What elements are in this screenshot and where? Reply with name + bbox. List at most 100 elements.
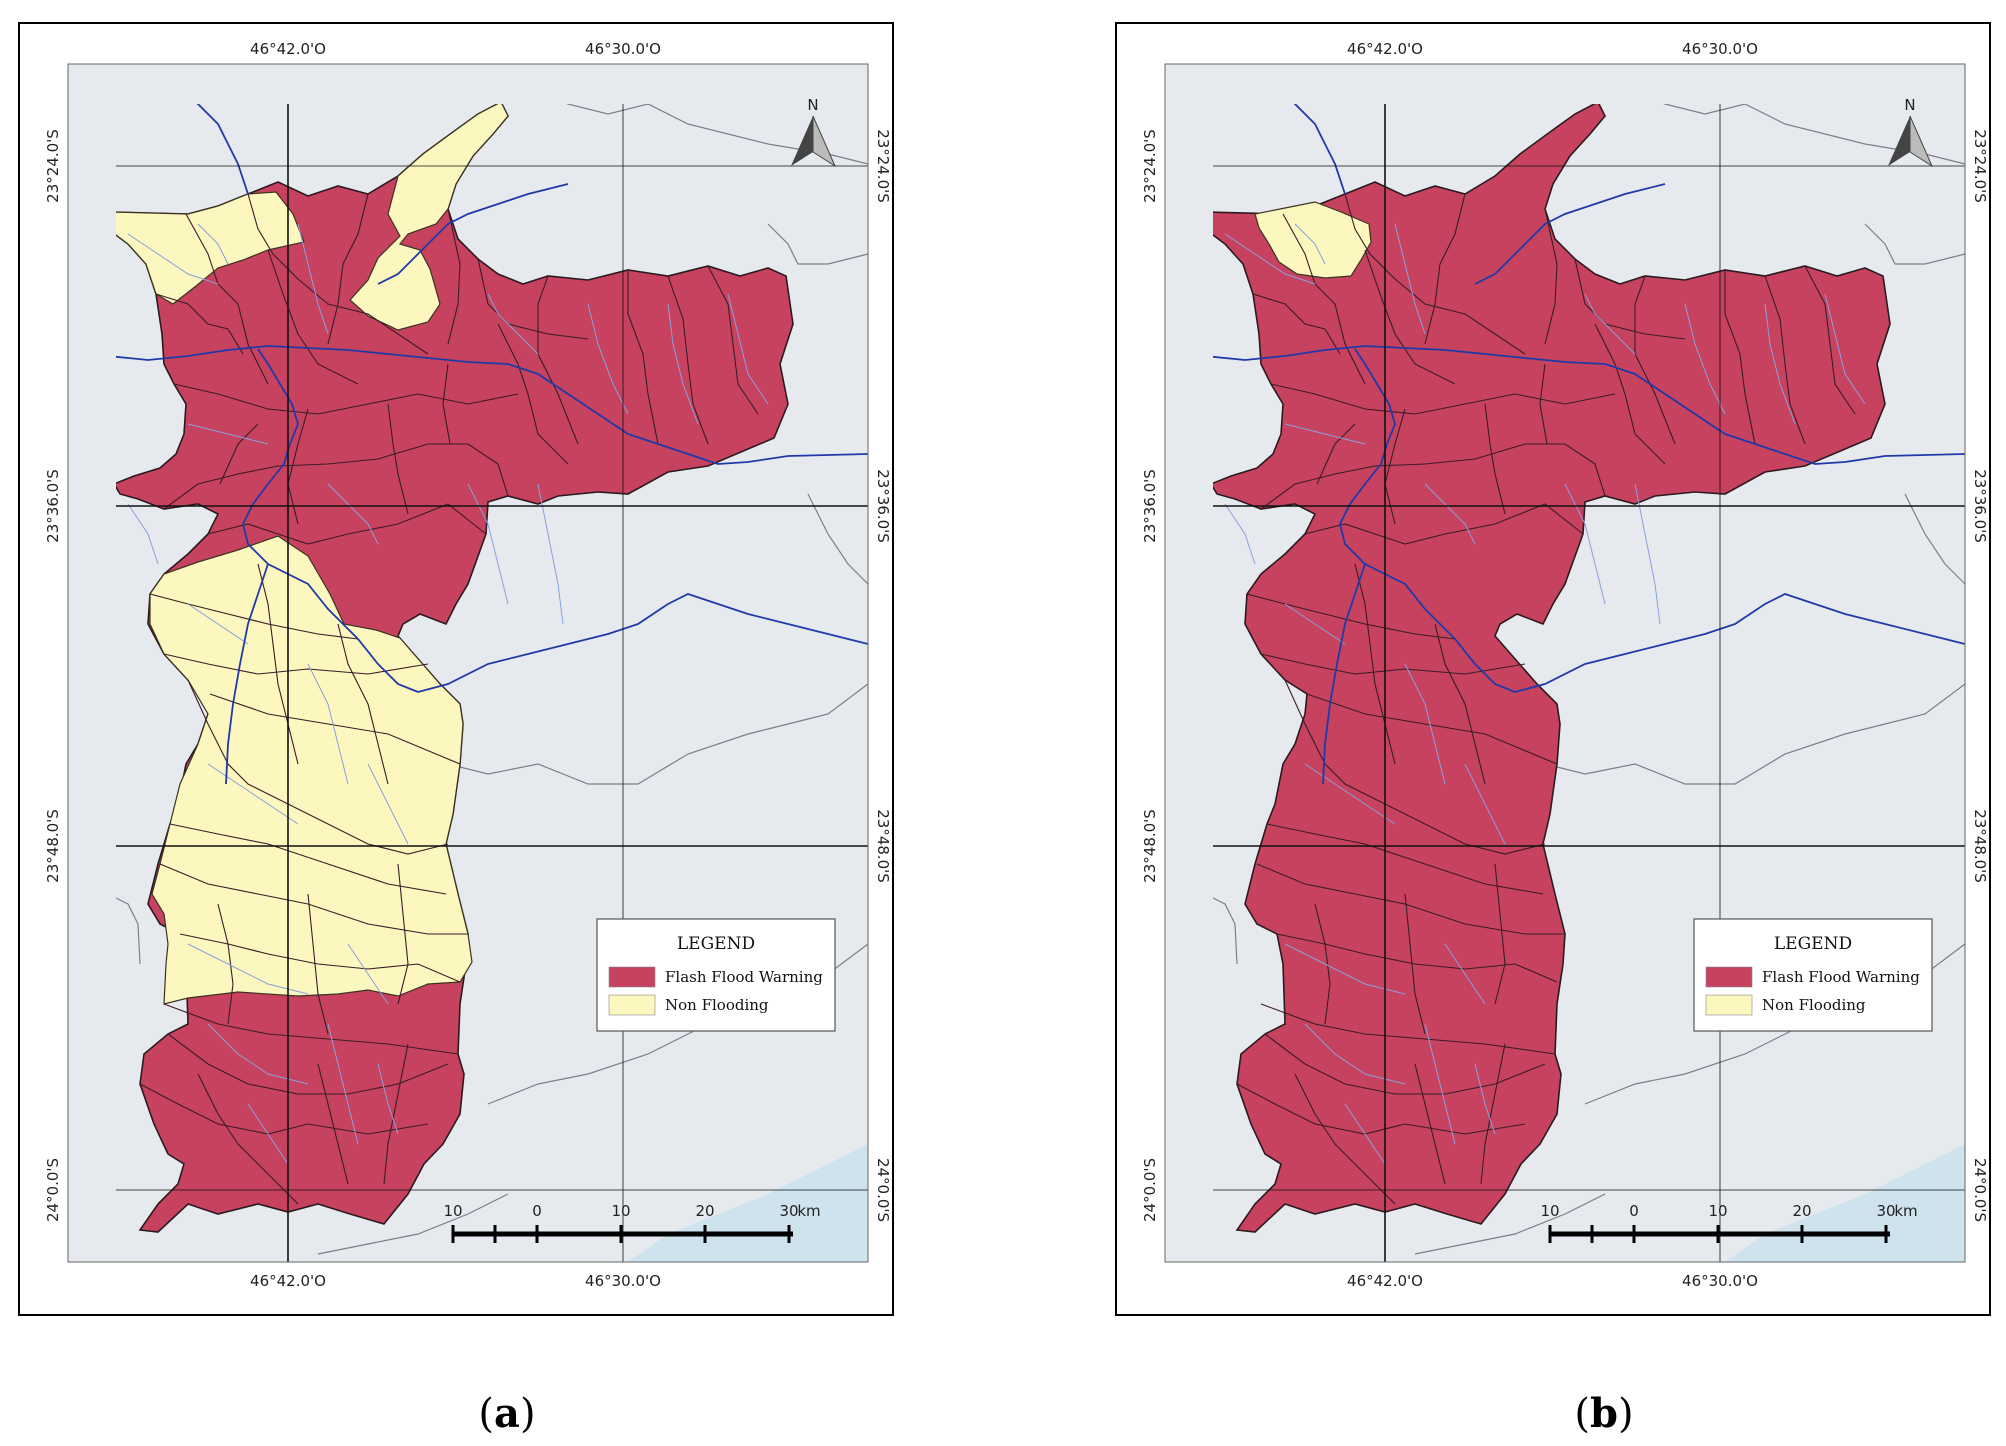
stream-line xyxy=(1284,603,1346,645)
stream-line xyxy=(307,663,349,785)
stream-line xyxy=(377,1063,399,1135)
river-line xyxy=(1293,104,1346,195)
river-line xyxy=(116,345,869,465)
subbasin-boundary xyxy=(447,208,461,345)
top-longitude-label: 46°30.0'O xyxy=(585,40,661,58)
scale-unit: km xyxy=(797,1202,820,1220)
subbasin-boundary xyxy=(149,593,359,640)
river-line xyxy=(1322,563,1366,785)
stream-line xyxy=(1564,483,1606,605)
stream-line xyxy=(197,223,229,265)
top-longitude-label: 46°30.0'O xyxy=(1682,40,1758,58)
subbasin-boundary xyxy=(1270,383,1616,415)
river-line xyxy=(1514,593,1966,693)
subbasin-boundary xyxy=(159,863,468,935)
boundary-line xyxy=(1864,223,1966,265)
map-frame xyxy=(1164,63,1966,1263)
subbasin-boundary xyxy=(667,275,709,445)
stream-line xyxy=(667,303,699,425)
scale-unit: km xyxy=(1894,1202,1917,1220)
subbasin-boundary xyxy=(1246,593,1456,640)
right-latitude-label: 24°0.0'S xyxy=(1971,1158,1989,1222)
stream-line xyxy=(727,293,769,405)
stream-line xyxy=(1304,763,1396,825)
stream-line xyxy=(327,1023,359,1145)
stream-line xyxy=(367,763,409,845)
scale-label: 10 xyxy=(1540,1202,1559,1220)
subbasin-boundary xyxy=(1434,623,1486,785)
subbasin-boundary xyxy=(307,893,329,1035)
subbasin-boundary xyxy=(1304,503,1584,545)
stream-line xyxy=(1284,423,1366,445)
subbasin-boundary xyxy=(1424,193,1466,345)
subbasin-boundary xyxy=(209,693,461,765)
caption-b: (b) xyxy=(1574,1390,1634,1437)
stream-line xyxy=(1344,1103,1386,1165)
subbasin-boundary xyxy=(1314,903,1331,1025)
north-arrow-icon: N xyxy=(791,96,837,168)
left-latitude-label: 24°0.0'S xyxy=(44,1158,62,1222)
stream-line xyxy=(187,603,249,645)
boundary-line xyxy=(116,897,141,965)
map-svg: 46°42.0'O 46°42.0'O 46°30.0'O 46°30.0'O 23°2… xyxy=(44,40,892,1290)
stream-line xyxy=(487,293,539,355)
boundary-line xyxy=(1544,683,1966,785)
river-line xyxy=(1474,183,1666,285)
map-panel-b: 46°42.0'O 46°42.0'O 46°30.0'O 46°30.0'O 23°2… xyxy=(1115,22,1991,1316)
subbasin-boundary xyxy=(627,270,659,445)
scale-label: 0 xyxy=(1629,1202,1639,1220)
subbasin-boundary xyxy=(1544,208,1558,345)
subbasin-boundary xyxy=(317,1063,349,1185)
left-latitude-label: 23°24.0'S xyxy=(1141,129,1159,203)
stream-line xyxy=(1224,233,1316,285)
stream-line xyxy=(327,483,379,545)
stream-line xyxy=(297,223,329,335)
map-frame xyxy=(67,63,869,1263)
subbasin-boundary xyxy=(163,1003,459,1055)
stream-line xyxy=(467,483,509,605)
left-latitude-label: 23°48.0'S xyxy=(44,809,62,883)
boundary-line xyxy=(807,493,869,585)
legend-item-label: Non Flooding xyxy=(665,996,769,1014)
subbasin-boundary xyxy=(197,1073,299,1205)
stream-line xyxy=(1824,293,1866,405)
stream-line xyxy=(1474,1063,1496,1135)
subbasin-boundary xyxy=(217,903,234,1025)
subbasin-boundary xyxy=(1764,275,1806,445)
left-latitude-label: 24°0.0'S xyxy=(1141,1158,1159,1222)
subbasin-boundary xyxy=(247,193,429,355)
stream-line xyxy=(1424,483,1476,545)
bottom-longitude-label: 46°30.0'O xyxy=(585,1272,661,1290)
stream-line xyxy=(347,943,389,1005)
scale-label: 30 xyxy=(1876,1202,1895,1220)
subbasin-boundary xyxy=(1260,443,1606,510)
subbasin-boundary xyxy=(497,323,569,465)
subbasin-boundary xyxy=(167,1033,449,1095)
subbasin-boundary xyxy=(1252,293,1341,355)
subbasin-boundary xyxy=(207,503,487,545)
stream-line xyxy=(1294,223,1326,265)
top-longitude-label: 46°42.0'O xyxy=(250,40,326,58)
subbasin-boundary xyxy=(1414,1063,1446,1185)
legend-swatch xyxy=(1705,994,1753,1016)
subbasin-boundary xyxy=(1256,863,1565,935)
stream-line xyxy=(1394,223,1426,335)
bottom-longitude-label: 46°42.0'O xyxy=(250,1272,326,1290)
subbasin-boundary xyxy=(1484,403,1506,515)
scale-label: 20 xyxy=(1792,1202,1811,1220)
left-latitude-label: 23°24.0'S xyxy=(44,129,62,203)
right-latitude-label: 23°24.0'S xyxy=(1971,129,1989,203)
subbasin-boundary xyxy=(1316,423,1356,485)
legend-item-label: Non Flooding xyxy=(1762,996,1866,1014)
boundary-line xyxy=(1213,897,1238,965)
left-latitude-label: 23°48.0'S xyxy=(1141,809,1159,883)
boundary-line xyxy=(566,104,869,165)
subbasin-boundary xyxy=(442,363,451,445)
subbasin-boundary xyxy=(169,823,447,895)
boundary-line xyxy=(767,223,869,265)
right-latitude-label: 23°36.0'S xyxy=(874,469,892,543)
subbasin-boundary xyxy=(1354,563,1396,765)
stream-line xyxy=(587,303,629,415)
